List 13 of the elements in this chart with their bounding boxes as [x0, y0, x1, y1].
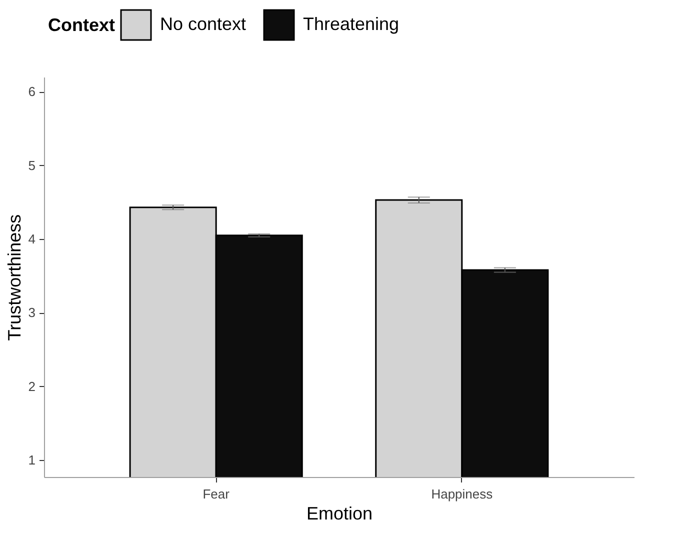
y-axis-title: Trustworthiness [4, 214, 24, 341]
y-tick-label: 2 [28, 378, 36, 394]
legend-label: Threatening [303, 14, 400, 34]
y-tick-label: 4 [28, 232, 36, 247]
x-tick-label: Fear [202, 486, 230, 502]
y-tick-label: 3 [28, 305, 36, 320]
y-tick-label: 6 [28, 84, 36, 100]
legend-title: Context [48, 15, 116, 35]
legend-label: No context [160, 14, 246, 34]
x-axis-title: Emotion [306, 504, 373, 524]
y-tick-label: 1 [28, 452, 36, 468]
x-tick-label: Happiness [431, 486, 494, 502]
y-tick-label: 5 [28, 158, 36, 173]
